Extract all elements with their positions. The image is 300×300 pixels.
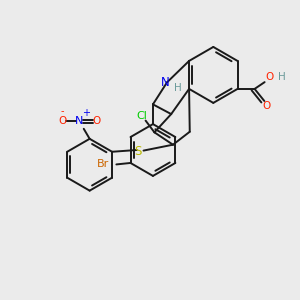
Text: O: O: [262, 101, 271, 111]
Text: O: O: [58, 116, 66, 126]
Text: O: O: [92, 116, 101, 126]
Text: H: H: [278, 72, 286, 82]
Text: Cl: Cl: [136, 110, 148, 121]
Text: +: +: [82, 108, 90, 118]
Text: S: S: [134, 145, 142, 158]
Text: N: N: [75, 116, 83, 126]
Text: N: N: [161, 76, 170, 89]
Text: H: H: [174, 82, 182, 93]
Text: O: O: [265, 72, 274, 82]
Text: -: -: [61, 106, 64, 116]
Text: Br: Br: [97, 158, 110, 169]
